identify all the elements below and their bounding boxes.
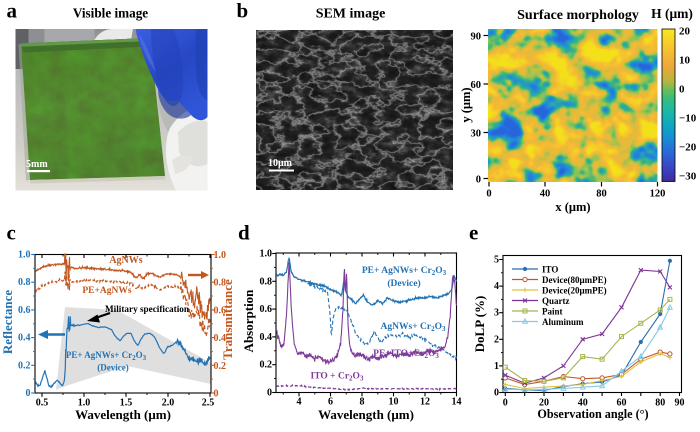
svg-text:Device(80μmPE): Device(80μmPE) — [542, 275, 607, 285]
svg-text:60: 60 — [471, 80, 482, 91]
svg-text:0: 0 — [267, 388, 272, 399]
svg-text:y (μm): y (μm) — [459, 87, 473, 122]
svg-text:10: 10 — [679, 55, 691, 67]
svg-text:c: c — [7, 220, 16, 244]
svg-text:0.2: 0.2 — [18, 360, 31, 371]
svg-text:(Device): (Device) — [387, 278, 420, 289]
svg-text:90: 90 — [675, 398, 685, 409]
svg-text:Wavelength (μm): Wavelength (μm) — [75, 407, 171, 422]
svg-text:PE+ITO+Cr2O3: PE+ITO+Cr2O3 — [373, 349, 439, 360]
svg-text:−30: −30 — [679, 171, 697, 183]
svg-text:8: 8 — [360, 397, 365, 408]
svg-text:0.8: 0.8 — [214, 278, 227, 289]
svg-text:1.0: 1.0 — [260, 249, 273, 260]
svg-text:(Device): (Device) — [97, 363, 128, 373]
svg-text:Reflectance: Reflectance — [0, 290, 15, 354]
svg-text:0: 0 — [679, 84, 685, 96]
svg-text:20: 20 — [679, 26, 691, 38]
svg-text:Surface morphology: Surface morphology — [517, 8, 639, 23]
svg-text:4: 4 — [297, 397, 302, 408]
svg-text:40: 40 — [578, 398, 588, 409]
svg-text:40: 40 — [540, 189, 551, 200]
svg-text:80: 80 — [655, 398, 665, 409]
svg-text:2: 2 — [494, 334, 499, 345]
svg-text:0.6: 0.6 — [214, 305, 227, 316]
svg-text:−20: −20 — [679, 142, 697, 154]
svg-text:−10: −10 — [679, 113, 697, 125]
svg-text:Visible image: Visible image — [73, 5, 148, 20]
svg-text:0.4: 0.4 — [260, 332, 273, 343]
svg-text:90: 90 — [471, 32, 482, 43]
svg-text:2.5: 2.5 — [202, 398, 215, 409]
svg-text:ITO: ITO — [542, 265, 558, 275]
svg-text:a: a — [7, 0, 18, 22]
svg-text:0.6: 0.6 — [18, 305, 31, 316]
svg-text:10: 10 — [389, 397, 399, 408]
svg-text:12: 12 — [420, 397, 430, 408]
svg-text:AgNWs: AgNWs — [109, 255, 142, 266]
svg-text:PE+ AgNWs+ Cr2O3: PE+ AgNWs+ Cr2O3 — [66, 350, 147, 362]
svg-text:1.5: 1.5 — [120, 398, 133, 409]
svg-text:14: 14 — [452, 397, 462, 408]
svg-text:Paint: Paint — [542, 307, 563, 317]
svg-text:5mm: 5mm — [26, 159, 48, 170]
svg-text:Quartz: Quartz — [542, 296, 570, 306]
svg-text:0.8: 0.8 — [260, 276, 273, 287]
svg-text:80: 80 — [596, 189, 607, 200]
svg-text:PE+AgNWs: PE+AgNWs — [82, 286, 132, 296]
svg-text:6: 6 — [328, 397, 333, 408]
svg-text:0: 0 — [214, 389, 219, 400]
svg-text:1.0: 1.0 — [214, 250, 227, 261]
svg-text:1.0: 1.0 — [18, 250, 31, 261]
svg-text:0.4: 0.4 — [214, 333, 227, 344]
svg-text:60: 60 — [617, 398, 627, 409]
svg-text:4: 4 — [494, 281, 499, 292]
svg-text:1: 1 — [494, 361, 499, 372]
svg-text:H (μm): H (μm) — [651, 6, 693, 21]
svg-text:DoLP (%): DoLP (%) — [472, 296, 487, 353]
svg-text:x (μm): x (μm) — [555, 200, 590, 214]
svg-text:0: 0 — [26, 388, 31, 399]
svg-text:20: 20 — [539, 398, 549, 409]
svg-text:2.0: 2.0 — [162, 398, 175, 409]
svg-text:Transmittance: Transmittance — [220, 279, 235, 360]
svg-text:PE+ AgNWs+ Cr2O3: PE+ AgNWs+ Cr2O3 — [362, 266, 447, 277]
svg-text:ITO + Cr2O3: ITO + Cr2O3 — [311, 372, 364, 383]
svg-text:Aluminum: Aluminum — [542, 317, 584, 327]
svg-text:Wavelength (μm): Wavelength (μm) — [318, 407, 414, 422]
svg-text:d: d — [238, 220, 250, 244]
svg-text:0: 0 — [503, 398, 508, 409]
svg-text:5: 5 — [494, 255, 499, 266]
svg-text:3: 3 — [494, 308, 499, 319]
svg-text:0.6: 0.6 — [260, 304, 273, 315]
svg-text:SEM image: SEM image — [316, 6, 386, 21]
svg-text:0: 0 — [486, 189, 491, 200]
svg-text:b: b — [237, 0, 249, 22]
svg-text:30: 30 — [471, 129, 482, 140]
svg-text:1.0: 1.0 — [78, 398, 91, 409]
svg-text:Absorption: Absorption — [241, 289, 256, 353]
svg-text:0.4: 0.4 — [18, 333, 31, 344]
svg-text:0.8: 0.8 — [18, 277, 31, 288]
svg-text:0: 0 — [476, 175, 481, 186]
svg-text:0: 0 — [494, 388, 499, 399]
svg-text:0.2: 0.2 — [260, 360, 273, 371]
svg-text:0.2: 0.2 — [214, 361, 227, 372]
svg-text:Device(20μmPE): Device(20μmPE) — [542, 286, 607, 296]
svg-text:Military specification: Military specification — [105, 304, 189, 314]
svg-text:AgNWs+ Cr2O3: AgNWs+ Cr2O3 — [381, 322, 446, 333]
svg-text:120: 120 — [650, 189, 666, 200]
svg-text:e: e — [469, 220, 478, 244]
svg-text:0.5: 0.5 — [36, 398, 49, 409]
svg-text:Observation angle (°): Observation angle (°) — [537, 407, 648, 421]
svg-text:10μm: 10μm — [268, 158, 293, 169]
